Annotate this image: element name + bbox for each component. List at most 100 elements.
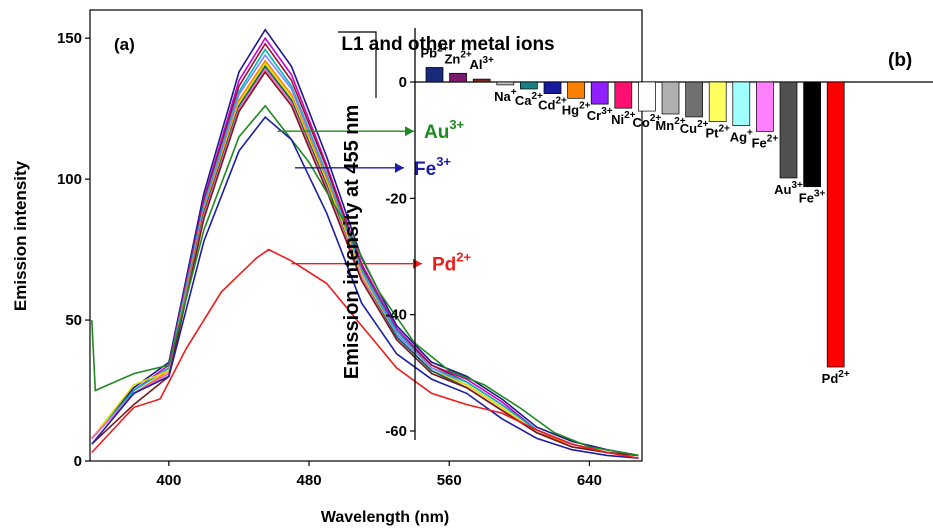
bar-na-3 bbox=[496, 81, 515, 86]
y-tick-label: 0 bbox=[74, 453, 82, 470]
bar-label-element: Na bbox=[494, 89, 511, 104]
bar-pb-0 bbox=[425, 67, 444, 83]
bar-label-element: Ni bbox=[611, 112, 624, 127]
bar-label-6: Hg2+ bbox=[562, 100, 591, 117]
bar-pd-17 bbox=[826, 81, 845, 368]
b-y-tick-label: -20 bbox=[385, 190, 407, 207]
bar-label-17: Pd2+ bbox=[822, 369, 850, 386]
bar-ag-13 bbox=[732, 81, 751, 126]
bar-label-charge: 2+ bbox=[767, 133, 779, 144]
bar-cd-5 bbox=[543, 81, 562, 94]
annotation-text: Fe bbox=[414, 159, 436, 180]
bar-label-charge: + bbox=[511, 87, 517, 98]
bar-hg-6 bbox=[567, 81, 585, 99]
bar-label-charge: 3+ bbox=[814, 189, 826, 200]
spectrum-line-9 bbox=[91, 70, 639, 457]
bar-label-charge: 3+ bbox=[601, 106, 613, 117]
bar-label-charge: 3+ bbox=[482, 55, 494, 66]
annotation-label-fe: Fe3+ bbox=[414, 154, 451, 180]
spectrum-line-7 bbox=[91, 65, 639, 457]
bar-mn-10 bbox=[661, 81, 680, 115]
y-axis-label: Emission intensity bbox=[11, 160, 30, 311]
annotation-text: Pd bbox=[432, 255, 456, 276]
b-y-tick-label: -60 bbox=[385, 423, 407, 440]
spectrum-line-6 bbox=[91, 62, 639, 457]
bar-label-element: Pt bbox=[705, 126, 719, 141]
bar-label-charge: 2+ bbox=[460, 49, 472, 60]
bar-label-charge: 3+ bbox=[791, 180, 803, 191]
annotation-superscript: 2+ bbox=[456, 250, 471, 265]
annotation-label-pd: Pd2+ bbox=[432, 250, 472, 276]
x-axis-label: Wavelength (nm) bbox=[321, 509, 449, 526]
bar-label-4: Ca2+ bbox=[515, 91, 543, 108]
x-tick-label: 560 bbox=[437, 472, 462, 489]
bar-label-16: Fe3+ bbox=[799, 189, 826, 206]
bar-fe-16 bbox=[803, 81, 821, 188]
bar-al-2 bbox=[472, 78, 491, 83]
bar-label-13: Ag+ bbox=[730, 128, 753, 145]
y-tick-label: 150 bbox=[57, 30, 82, 47]
annotation-superscript: 3+ bbox=[436, 154, 451, 169]
y-tick-label: 100 bbox=[57, 171, 82, 188]
bar-label-5: Cd2+ bbox=[538, 96, 567, 113]
bar-pt-12 bbox=[708, 81, 727, 122]
bar-label-11: Cu2+ bbox=[680, 119, 709, 136]
x-tick-label: 480 bbox=[297, 472, 322, 489]
bar-label-element: Zn bbox=[444, 51, 460, 66]
bar-label-3: Na+ bbox=[494, 87, 517, 104]
annotation-superscript: 3+ bbox=[449, 117, 464, 132]
bar-label-7: Cr3+ bbox=[587, 106, 613, 123]
bar-cu-11 bbox=[685, 81, 703, 118]
annotation-arrowhead bbox=[405, 126, 414, 137]
inset-title-bracket bbox=[338, 31, 377, 98]
x-tick-label: 640 bbox=[577, 472, 602, 489]
bar-label-element: Al bbox=[469, 57, 482, 72]
bar-label-element: Hg bbox=[562, 102, 579, 117]
spectrum-line-3 bbox=[91, 48, 639, 457]
y-tick-label: 50 bbox=[65, 312, 82, 329]
bar-label-element: Ca bbox=[515, 93, 532, 108]
bar-label-0: Pb2+ bbox=[420, 43, 448, 60]
bar-label-charge: 2+ bbox=[674, 116, 686, 127]
bar-label-14: Fe2+ bbox=[752, 133, 779, 150]
spectrum-line-5 bbox=[91, 59, 639, 457]
panel-a-frame bbox=[89, 9, 643, 462]
spectrum-line-10 bbox=[91, 104, 639, 457]
bar-label-charge: 2+ bbox=[437, 43, 449, 54]
bar-label-10: Mn2+ bbox=[655, 116, 685, 133]
bar-fe-14 bbox=[756, 81, 774, 132]
bar-label-charge: 2+ bbox=[532, 91, 544, 102]
bar-label-element: Fe bbox=[752, 135, 767, 150]
bar-label-charge: 2+ bbox=[718, 124, 730, 135]
spectrum-line-12 bbox=[91, 248, 639, 459]
bar-label-element: Co bbox=[633, 115, 650, 130]
bar-label-charge: 2+ bbox=[624, 110, 636, 121]
bar-label-element: Mn bbox=[655, 118, 674, 133]
bar-label-1: Zn2+ bbox=[444, 49, 471, 66]
panel-b: 0 -20 -40 -60 Emission intensity at 455 nm (b… bbox=[338, 28, 933, 440]
bar-label-12: Pt2+ bbox=[705, 124, 730, 141]
panel-a-label: (a) bbox=[114, 35, 135, 54]
bar-label-charge: + bbox=[747, 128, 753, 139]
bar-au-15 bbox=[779, 81, 798, 179]
panel-b-label: (b) bbox=[888, 50, 912, 71]
bar-ca-4 bbox=[520, 81, 538, 90]
bar-label-element: Ag bbox=[730, 130, 747, 145]
spectrum-line-11 bbox=[91, 115, 639, 459]
spectrum-line-4 bbox=[91, 53, 639, 457]
panel-a: 0 50 100 150 400 480 560 640 Wavelength (nm) Emis… bbox=[11, 9, 643, 526]
x-tick-label: 400 bbox=[156, 472, 181, 489]
bar-label-element: Pb bbox=[420, 45, 437, 60]
annotation-arrowhead bbox=[395, 162, 404, 173]
bar-ni-8 bbox=[614, 81, 633, 109]
bar-label-charge: 2+ bbox=[579, 100, 591, 111]
bar-label-element: Cd bbox=[538, 98, 555, 113]
bar-label-9: Co2+ bbox=[633, 113, 662, 130]
bar-co-9 bbox=[638, 81, 656, 112]
bar-label-element: Cu bbox=[680, 121, 697, 136]
annotation-label-au: Au3+ bbox=[424, 117, 465, 143]
b-y-axis-label: Emission intensity at 455 nm bbox=[341, 105, 363, 380]
b-y-tick-label: 0 bbox=[399, 74, 407, 91]
bar-label-charge: 2+ bbox=[555, 96, 567, 107]
